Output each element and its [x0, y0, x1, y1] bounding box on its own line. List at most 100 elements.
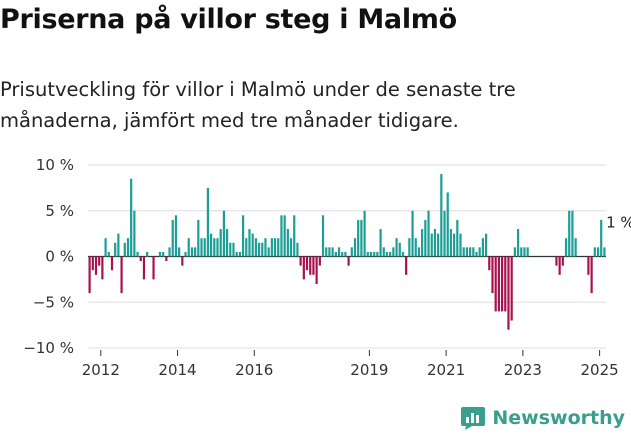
bar	[331, 247, 334, 257]
bar	[107, 251, 110, 257]
bar	[424, 219, 427, 257]
bar	[600, 219, 603, 257]
bar	[472, 247, 475, 257]
bar	[126, 238, 130, 257]
bar	[325, 247, 328, 257]
bar	[459, 233, 462, 257]
bar	[289, 238, 293, 257]
bar	[571, 210, 574, 257]
bar	[277, 238, 280, 257]
bar	[296, 242, 299, 257]
y-tick-label: −5 %	[33, 293, 74, 311]
y-tick-label: −10 %	[23, 339, 74, 357]
bar	[174, 215, 178, 257]
bar	[257, 242, 261, 257]
bar	[382, 247, 385, 257]
bar	[261, 242, 264, 257]
bar	[273, 238, 277, 257]
bar	[523, 247, 526, 257]
bar	[146, 251, 149, 257]
bar	[178, 247, 181, 257]
bar	[168, 247, 171, 257]
bar	[421, 229, 424, 257]
x-tick-label: 2014	[158, 361, 196, 379]
bar	[158, 251, 162, 257]
bar	[216, 238, 219, 257]
bar	[309, 256, 312, 275]
bar	[369, 251, 373, 257]
bar	[133, 210, 136, 257]
bar	[210, 233, 213, 257]
bar	[98, 256, 101, 266]
bar	[561, 256, 564, 266]
bar	[568, 210, 571, 257]
bar	[500, 256, 504, 312]
bar	[513, 247, 516, 257]
bar	[312, 256, 315, 275]
bar	[222, 210, 225, 257]
last-value-annotation: 1 %	[606, 213, 631, 231]
bar	[516, 229, 520, 257]
bar	[433, 229, 437, 257]
bar	[123, 242, 126, 257]
bar	[280, 215, 283, 257]
bar	[245, 238, 248, 257]
bar	[229, 242, 232, 257]
bar	[494, 256, 497, 312]
bar	[344, 251, 347, 257]
bar	[104, 238, 107, 257]
bar	[181, 256, 184, 266]
bar	[235, 251, 238, 257]
bar	[241, 215, 245, 257]
bar	[504, 256, 507, 312]
bar	[142, 256, 146, 280]
bar	[456, 219, 459, 257]
newsworthy-logo-icon	[461, 407, 486, 430]
bar	[392, 247, 395, 257]
bar	[114, 242, 117, 257]
bar	[385, 251, 389, 257]
bar	[341, 251, 344, 257]
y-tick-label: 0 %	[45, 248, 74, 266]
y-tick-label: 10 %	[36, 156, 74, 174]
bar	[389, 251, 392, 257]
bar	[507, 256, 510, 330]
bar	[373, 251, 376, 257]
bar	[417, 247, 421, 257]
bar	[360, 219, 363, 257]
bar	[350, 247, 353, 257]
bar	[197, 219, 200, 257]
bar	[315, 256, 318, 284]
bar	[590, 256, 593, 294]
chart-subtitle: Prisutveckling för villor i Malmö under …	[0, 78, 516, 132]
x-tick-label: 2016	[235, 361, 273, 379]
bar	[328, 247, 331, 257]
bar	[363, 210, 366, 257]
bar	[555, 256, 558, 266]
brand-logo: Newsworthy	[460, 405, 625, 431]
bar	[491, 256, 494, 294]
bar	[347, 256, 350, 266]
bar	[497, 256, 500, 312]
bar	[267, 247, 270, 257]
bar	[478, 247, 481, 257]
bar	[203, 238, 206, 257]
bar	[302, 256, 305, 280]
bar	[366, 251, 369, 257]
bar	[379, 229, 382, 257]
bar	[264, 238, 267, 257]
bar	[414, 238, 417, 257]
bar	[405, 256, 408, 275]
bar	[481, 238, 484, 257]
bar	[162, 251, 165, 257]
bar	[398, 242, 401, 257]
bar	[334, 251, 337, 257]
bar	[446, 192, 449, 257]
bar	[206, 187, 210, 257]
bar	[353, 238, 357, 257]
bar	[449, 229, 453, 257]
bar	[299, 256, 302, 266]
bar	[120, 256, 123, 294]
bar	[184, 251, 187, 257]
bar	[94, 256, 98, 275]
